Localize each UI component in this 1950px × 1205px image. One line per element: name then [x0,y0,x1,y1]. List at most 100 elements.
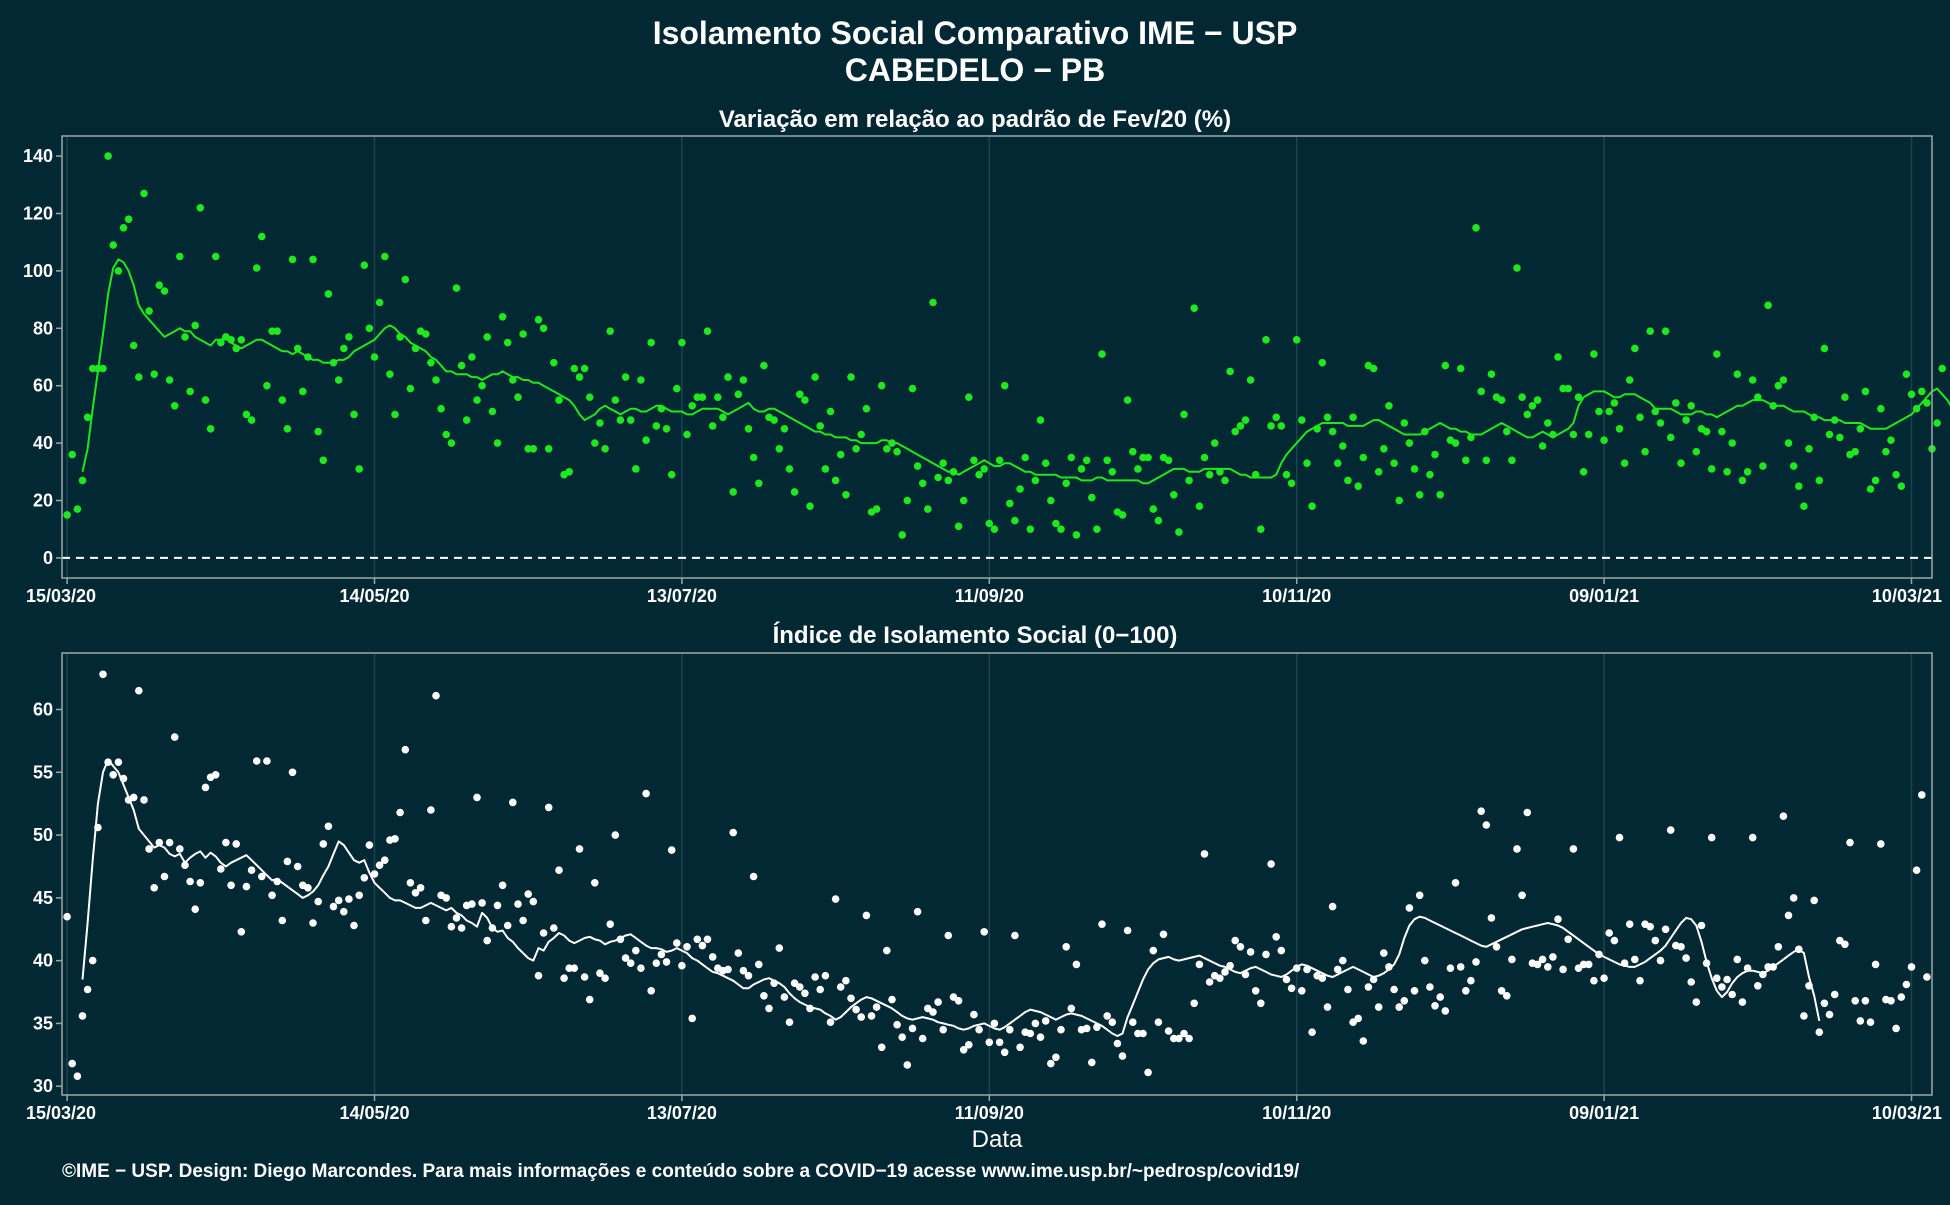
data-point [811,973,819,981]
data-point [386,370,394,378]
data-point [437,405,445,413]
data-point [1631,345,1639,353]
data-point [1662,327,1670,335]
data-point [704,327,712,335]
data-point [1052,1054,1060,1062]
data-point [709,422,717,430]
data-point [934,474,942,482]
data-point [202,784,210,792]
data-point [309,919,317,927]
data-point [150,884,158,892]
data-point [494,439,502,447]
data-point [868,1012,876,1020]
data-point [1621,459,1629,467]
data-point [1667,434,1675,442]
data-point [1006,500,1014,508]
data-point [442,894,450,902]
x-tick-label: 09/01/21 [1569,586,1639,606]
data-point [268,892,276,900]
data-point [591,879,599,887]
data-point [939,1026,947,1034]
x-axis-title: Data [972,1126,1023,1153]
data-point [473,794,481,802]
data-point [586,393,594,401]
data-point [432,376,440,384]
data-point [560,974,568,982]
data-point [1882,448,1890,456]
data-point [335,376,343,384]
data-point [1718,983,1726,991]
data-point [1846,839,1854,847]
moving-average-line [83,259,1950,483]
data-point [263,757,271,765]
data-point [1047,1060,1055,1068]
data-point [1088,1059,1096,1067]
data-point [238,336,246,344]
y-tick-label: 50 [33,825,53,845]
data-point [1611,937,1619,945]
data-point [340,345,348,353]
data-point [1611,399,1619,407]
data-point [653,959,661,967]
data-point [694,936,702,944]
data-point [1144,454,1152,462]
data-point [1231,428,1239,436]
data-point [1805,445,1813,453]
data-point [852,1006,860,1014]
data-point [1190,1000,1198,1008]
data-point [1365,983,1373,991]
data-point [714,393,722,401]
data-point [1657,419,1665,427]
data-point [1329,428,1337,436]
data-point [1590,350,1598,358]
data-point [473,396,481,404]
data-point [1216,974,1224,982]
data-point [1349,414,1357,422]
data-point [74,505,82,513]
data-point [1821,1000,1829,1008]
data-point [857,431,865,439]
data-point [960,497,968,505]
data-point [1908,963,1916,971]
data-point [637,964,645,972]
panel-2-title: Índice de Isolamento Social (0−100) [773,621,1178,649]
data-point [1913,866,1921,874]
data-point [1785,439,1793,447]
data-point [1016,1044,1024,1052]
data-point [535,316,543,324]
data-point [1431,1002,1439,1010]
data-point [939,459,947,467]
y-tick-label: 140 [23,146,53,166]
data-point [1165,457,1173,465]
data-point [453,284,461,292]
data-point [796,391,804,399]
data-point [847,995,855,1003]
data-point [68,451,76,459]
data-point [161,287,169,295]
data-point [1785,912,1793,920]
data-point [1488,370,1496,378]
data-point [222,839,230,847]
data-point [1185,1035,1193,1043]
data-point [320,840,328,848]
data-point [1360,1037,1368,1045]
data-point [1278,422,1286,430]
data-point [197,879,205,887]
data-point [1411,465,1419,473]
data-point [294,863,302,871]
data-point [1631,956,1639,964]
data-point [1360,454,1368,462]
data-point [1734,956,1742,964]
data-point [586,996,594,1004]
data-point [68,1060,76,1068]
data-point [1693,448,1701,456]
data-point [1585,431,1593,439]
data-point [1780,812,1788,820]
data-point [1646,923,1654,931]
data-point [1375,1003,1383,1011]
data-point [355,465,363,473]
data-point [1723,976,1731,984]
data-point [1472,224,1480,232]
data-point [381,856,389,864]
